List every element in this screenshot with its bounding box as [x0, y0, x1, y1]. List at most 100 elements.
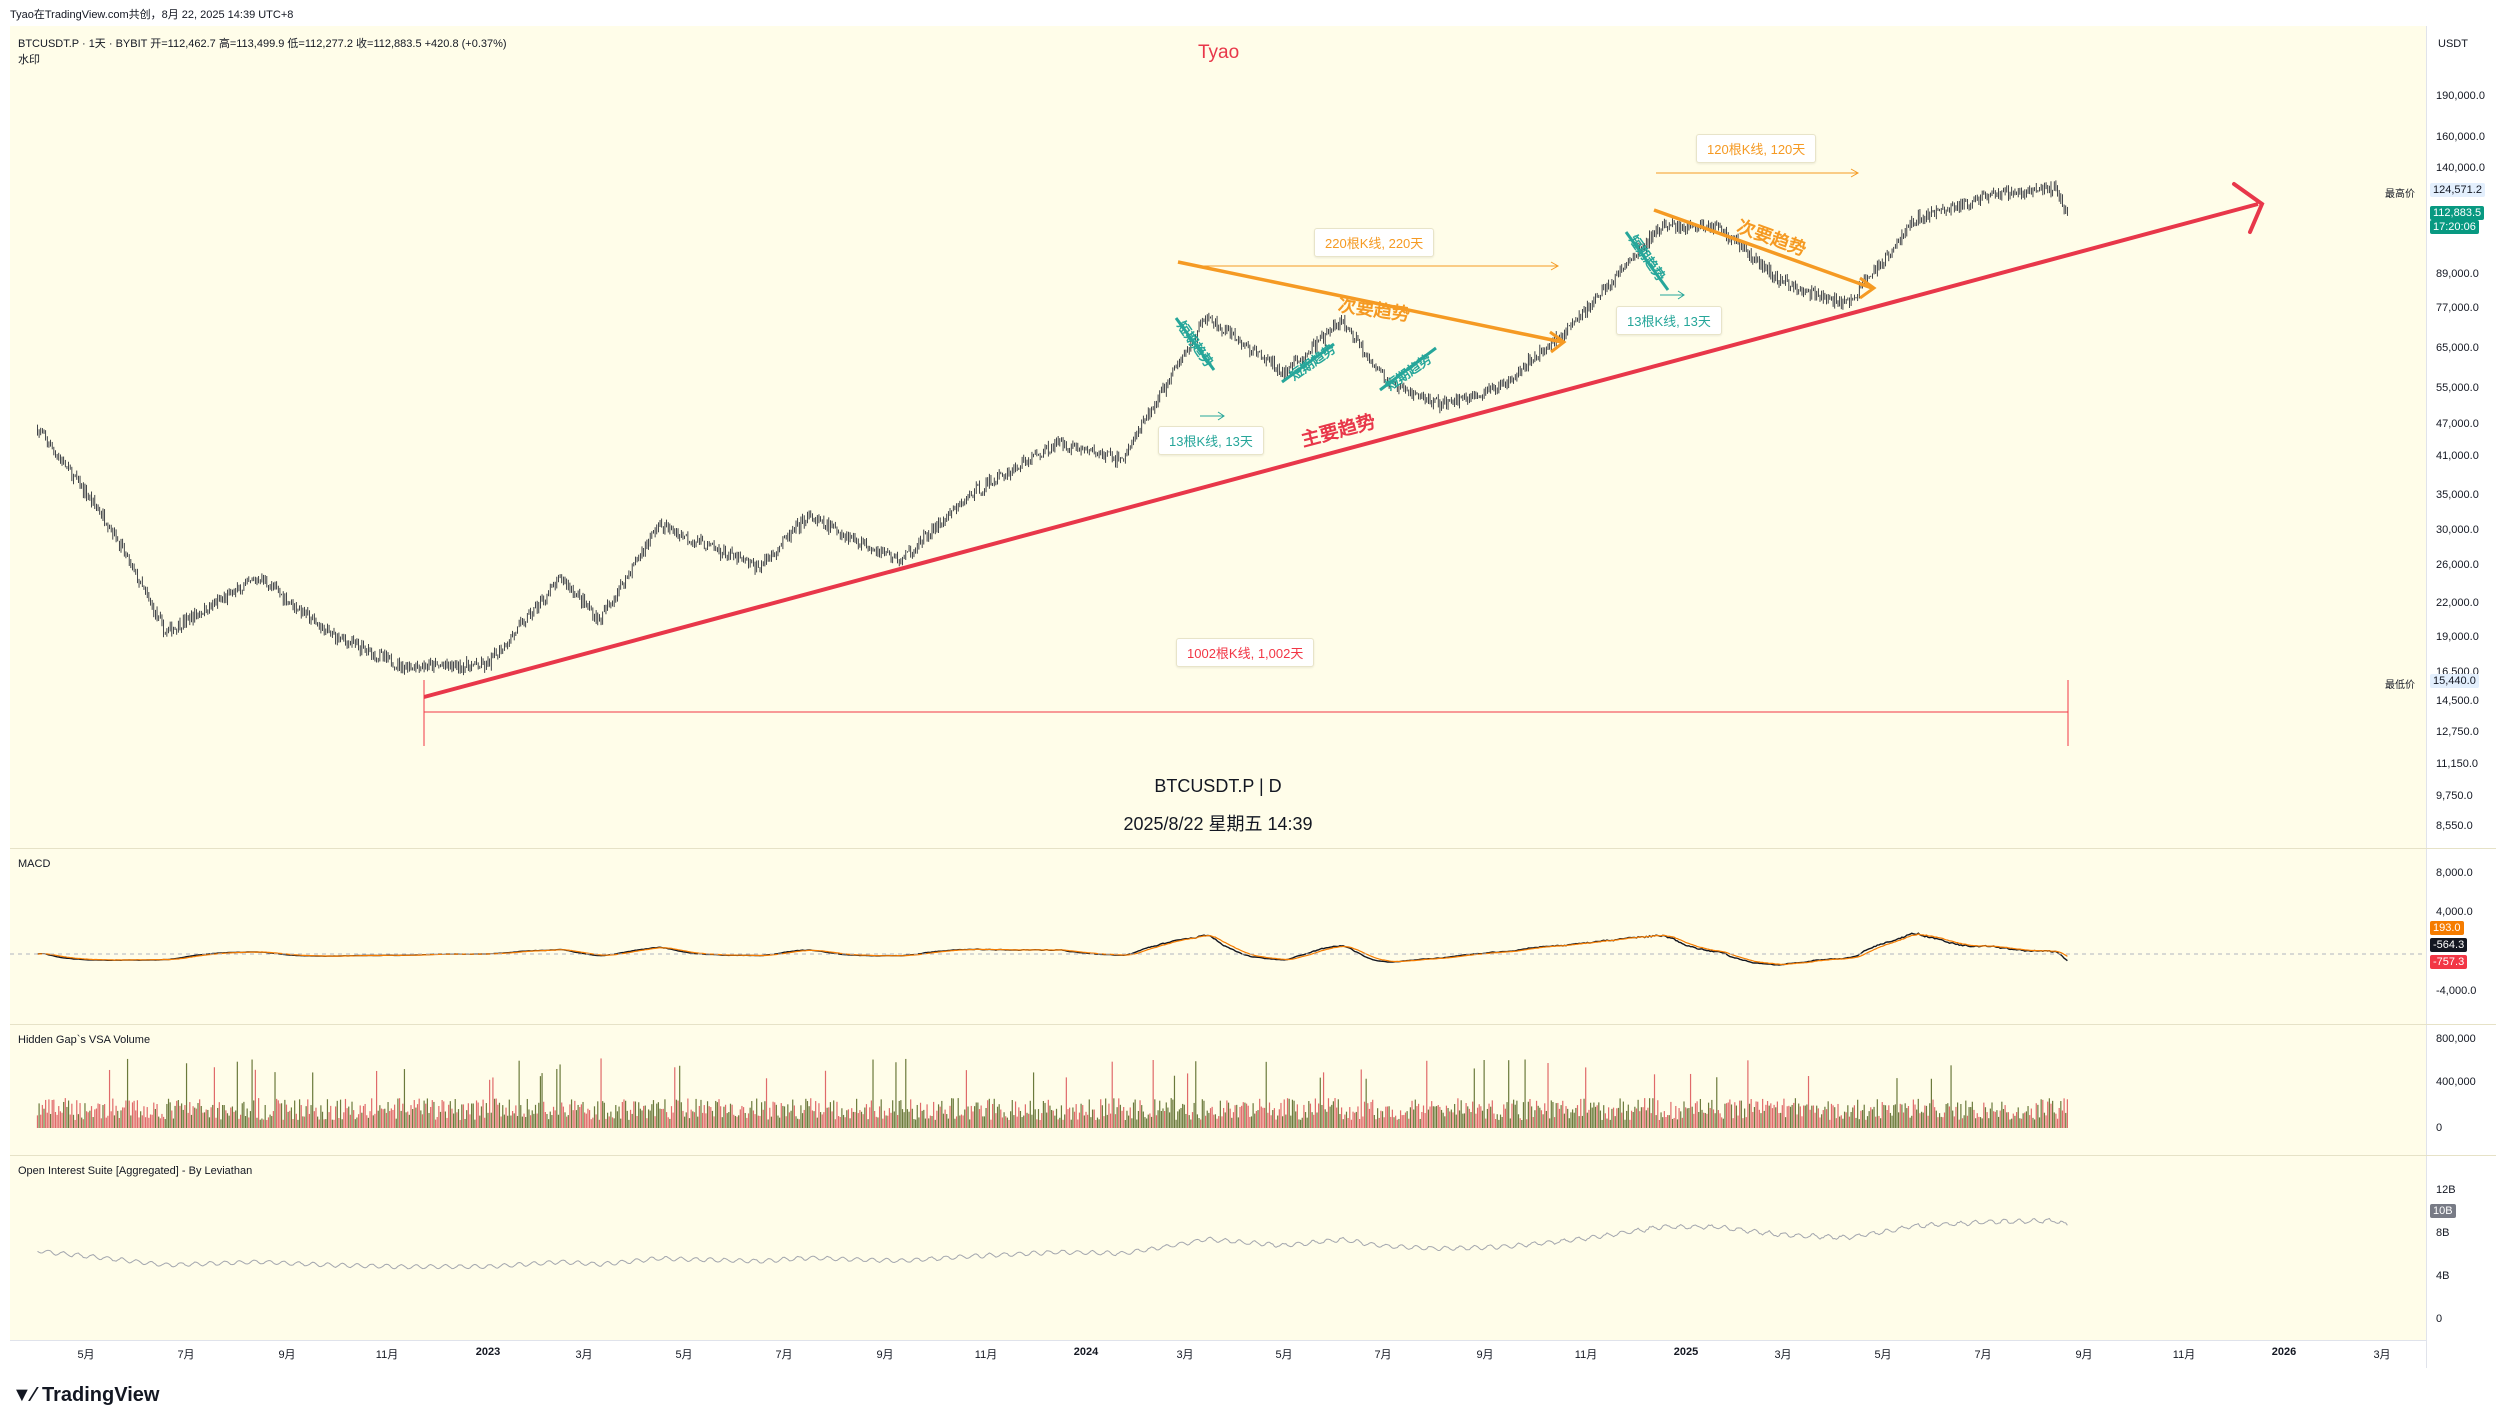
volume-bar — [602, 1101, 604, 1128]
volume-bar — [646, 1118, 648, 1128]
main-trend-line[interactable] — [423, 202, 2259, 699]
volume-bar — [1191, 1112, 1194, 1128]
pane-separator-oi[interactable] — [10, 1155, 2496, 1156]
pane-separator-macd[interactable] — [10, 848, 2496, 849]
measure-120-arrowhead[interactable] — [1850, 168, 1860, 178]
secondary-trend-arrowhead-2[interactable] — [1859, 276, 1877, 300]
volume-bar — [1806, 1104, 1808, 1128]
volume-bar — [1858, 1119, 1860, 1128]
low-price-label: 最低价 — [2385, 680, 2415, 691]
volume-bar — [1947, 1103, 1949, 1128]
measure-220-label[interactable]: 220根K线, 220天 — [1314, 228, 1435, 257]
volume-bar — [829, 1102, 832, 1128]
volume-bar — [1395, 1115, 1397, 1128]
volume-bar — [1105, 1098, 1107, 1128]
volume-bar — [841, 1108, 843, 1128]
volume-bar — [985, 1107, 987, 1128]
measure-13a-arrowhead[interactable] — [1217, 411, 1225, 421]
volume-bar — [1329, 1106, 1331, 1128]
volume-bar — [1206, 1110, 1208, 1128]
volume-title[interactable]: Hidden Gap`s VSA Volume — [18, 1034, 151, 1046]
volume-bar — [1703, 1112, 1705, 1128]
volume-bar — [1144, 1117, 1146, 1128]
volume-bar — [59, 1111, 61, 1128]
volume-bar — [959, 1115, 961, 1128]
measure-1002-label[interactable]: 1002根K线, 1,002天 — [1176, 638, 1315, 667]
volume-bar — [1801, 1116, 1803, 1128]
volume-bar — [303, 1116, 306, 1128]
volume-bar — [217, 1107, 219, 1128]
volume-bar — [1639, 1111, 1641, 1128]
volume-bar — [1298, 1119, 1300, 1128]
time-tick-3: 11月 — [375, 1349, 399, 1361]
short-trend-arrow-2[interactable] — [1281, 342, 1335, 384]
volume-bar — [1793, 1102, 1795, 1128]
last-price-tag: 112,883.5 — [2430, 206, 2485, 220]
measure-220-arrowhead[interactable] — [1550, 261, 1560, 271]
volume-bar — [525, 1116, 527, 1128]
volume-bar — [1167, 1107, 1169, 1128]
secondary-trend-arrowhead-1[interactable] — [1549, 330, 1567, 354]
volume-bar — [679, 1065, 681, 1128]
measure-13b-label[interactable]: 13根K线, 13天 — [1616, 306, 1722, 335]
volume-bar — [1694, 1103, 1697, 1128]
volume-bar — [1652, 1098, 1654, 1128]
short-trend-arrow-4[interactable] — [1624, 231, 1670, 291]
measure-13b-arrowhead[interactable] — [1677, 290, 1685, 300]
volume-bar — [865, 1104, 868, 1128]
volume-bar — [1414, 1099, 1416, 1128]
price-axis[interactable] — [2426, 26, 2497, 1368]
measure-13a-label[interactable]: 13根K线, 13天 — [1158, 426, 1264, 455]
volume-bar — [1786, 1106, 1788, 1128]
secondary-trend-line-2[interactable] — [1653, 208, 1873, 290]
volume-bar — [860, 1111, 863, 1128]
short-trend-arrow-3[interactable] — [1379, 346, 1437, 392]
volume-bar — [95, 1108, 98, 1128]
pane-separator-volume[interactable] — [10, 1024, 2496, 1025]
currency-label[interactable]: USDT — [2438, 38, 2468, 50]
volume-bar — [1252, 1103, 1254, 1128]
tradingview-logo[interactable]: ▼⁄ TradingView — [12, 1384, 159, 1407]
short-trend-arrow-1[interactable] — [1174, 317, 1216, 371]
volume-bar — [1757, 1101, 1759, 1128]
volume-bar — [54, 1111, 57, 1128]
volume-bar — [898, 1100, 900, 1128]
volume-bar — [1819, 1117, 1821, 1128]
time-axis[interactable] — [10, 1340, 2426, 1369]
volume-bar — [574, 1100, 576, 1128]
volume-bar — [1473, 1068, 1475, 1128]
volume-bar — [295, 1113, 297, 1128]
volume-bar — [1021, 1117, 1023, 1128]
volume-bar — [1829, 1119, 1831, 1128]
volume-bar — [651, 1104, 653, 1128]
volume-bar — [1173, 1075, 1176, 1128]
volume-bar — [736, 1116, 738, 1128]
volume-bar — [1065, 1077, 1067, 1128]
volume-bar — [1557, 1102, 1559, 1128]
volume-bar — [1185, 1113, 1187, 1128]
main-trend-arrowhead[interactable] — [2232, 182, 2265, 234]
volume-bar — [1640, 1107, 1643, 1128]
volume-bar — [639, 1108, 641, 1128]
macd-title[interactable]: MACD — [18, 858, 51, 870]
volume-bar — [987, 1100, 989, 1128]
volume-bar — [749, 1107, 751, 1128]
oi-title[interactable]: Open Interest Suite [Aggregated] - By Le… — [18, 1165, 253, 1177]
volume-bar — [1776, 1101, 1778, 1128]
measure-120-label[interactable]: 120根K线, 120天 — [1696, 134, 1817, 163]
volume-bar — [469, 1114, 471, 1128]
secondary-trend-line-1[interactable] — [1177, 260, 1563, 344]
volume-bar — [2011, 1118, 2013, 1128]
volume-bar — [1817, 1108, 1819, 1128]
symbol-legend[interactable]: BTCUSDT.P · 1天 · BYBIT 开=112,462.7 高=113… — [18, 38, 507, 50]
volume-bar — [220, 1119, 222, 1128]
volume-bar — [1488, 1103, 1490, 1128]
volume-bar — [856, 1098, 858, 1128]
volume-bar — [1470, 1112, 1472, 1128]
volume-bar — [63, 1101, 65, 1128]
volume-bar — [1391, 1109, 1393, 1128]
volume-bar — [1624, 1119, 1626, 1128]
volume-bar — [1916, 1109, 1918, 1128]
chart-area[interactable] — [10, 26, 2426, 1368]
